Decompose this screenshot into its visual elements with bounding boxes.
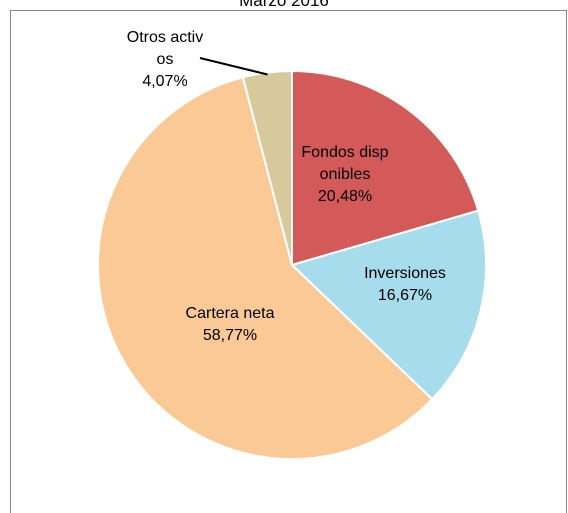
slice-value: 58,77%	[202, 327, 258, 344]
slice-value: 16,67%	[377, 287, 433, 304]
slice-label: Fondos disponibles	[301, 144, 389, 183]
pie-slice	[291, 69, 480, 267]
leader-line	[199, 57, 268, 76]
frame	[10, 10, 567, 513]
pie-slice	[290, 209, 487, 401]
slice-label: Cartera neta	[185, 305, 275, 322]
slice-value: 20,48%	[317, 188, 373, 205]
chart-title: Marzo 2016	[239, 0, 329, 10]
slice-value: 4,07%	[142, 73, 188, 90]
slice-label: Otros activos	[126, 29, 204, 68]
pie-slice	[241, 69, 293, 266]
slice-label: Inversiones	[364, 265, 446, 282]
pie-slice	[97, 76, 434, 460]
